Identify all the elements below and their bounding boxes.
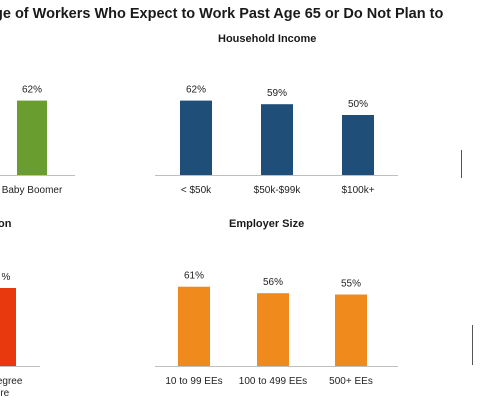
bar xyxy=(17,100,47,175)
bar xyxy=(261,104,293,175)
panel-edge-line xyxy=(461,150,462,178)
data-label: 62% xyxy=(186,85,206,96)
data-label: 56% xyxy=(263,277,283,288)
data-label: 61% xyxy=(184,271,204,282)
data-label: 59% xyxy=(267,88,287,99)
data-label: 62% xyxy=(22,85,42,96)
bar xyxy=(257,293,289,366)
bar xyxy=(178,286,210,366)
employer-size-title: Employer Size xyxy=(229,218,305,230)
category-label: Baby Boomer xyxy=(2,185,63,196)
data-label: 55% xyxy=(341,279,361,290)
category-label: 100 to 499 EEs xyxy=(239,376,307,387)
category-label: 500+ EEs xyxy=(329,376,373,387)
data-label: 50% xyxy=(348,99,368,110)
category-label: < $50k xyxy=(181,185,212,196)
household-income-title: Household Income xyxy=(218,33,317,45)
category-label: 10 to 99 EEs xyxy=(165,376,222,387)
category-label: $50k-$99k xyxy=(254,185,302,196)
category-label: Degree xyxy=(0,376,23,387)
chart-main-title: ge of Workers Who Expect to Work Past Ag… xyxy=(0,6,444,22)
category-label: $100k+ xyxy=(341,185,374,196)
panel-edge-line xyxy=(472,325,473,365)
education-title: on xyxy=(0,218,12,230)
bar xyxy=(335,294,367,366)
category-label-line2: ore xyxy=(0,388,10,399)
bar xyxy=(180,100,212,175)
bar xyxy=(342,115,374,175)
data-label: % xyxy=(2,272,11,283)
bar xyxy=(0,288,16,366)
